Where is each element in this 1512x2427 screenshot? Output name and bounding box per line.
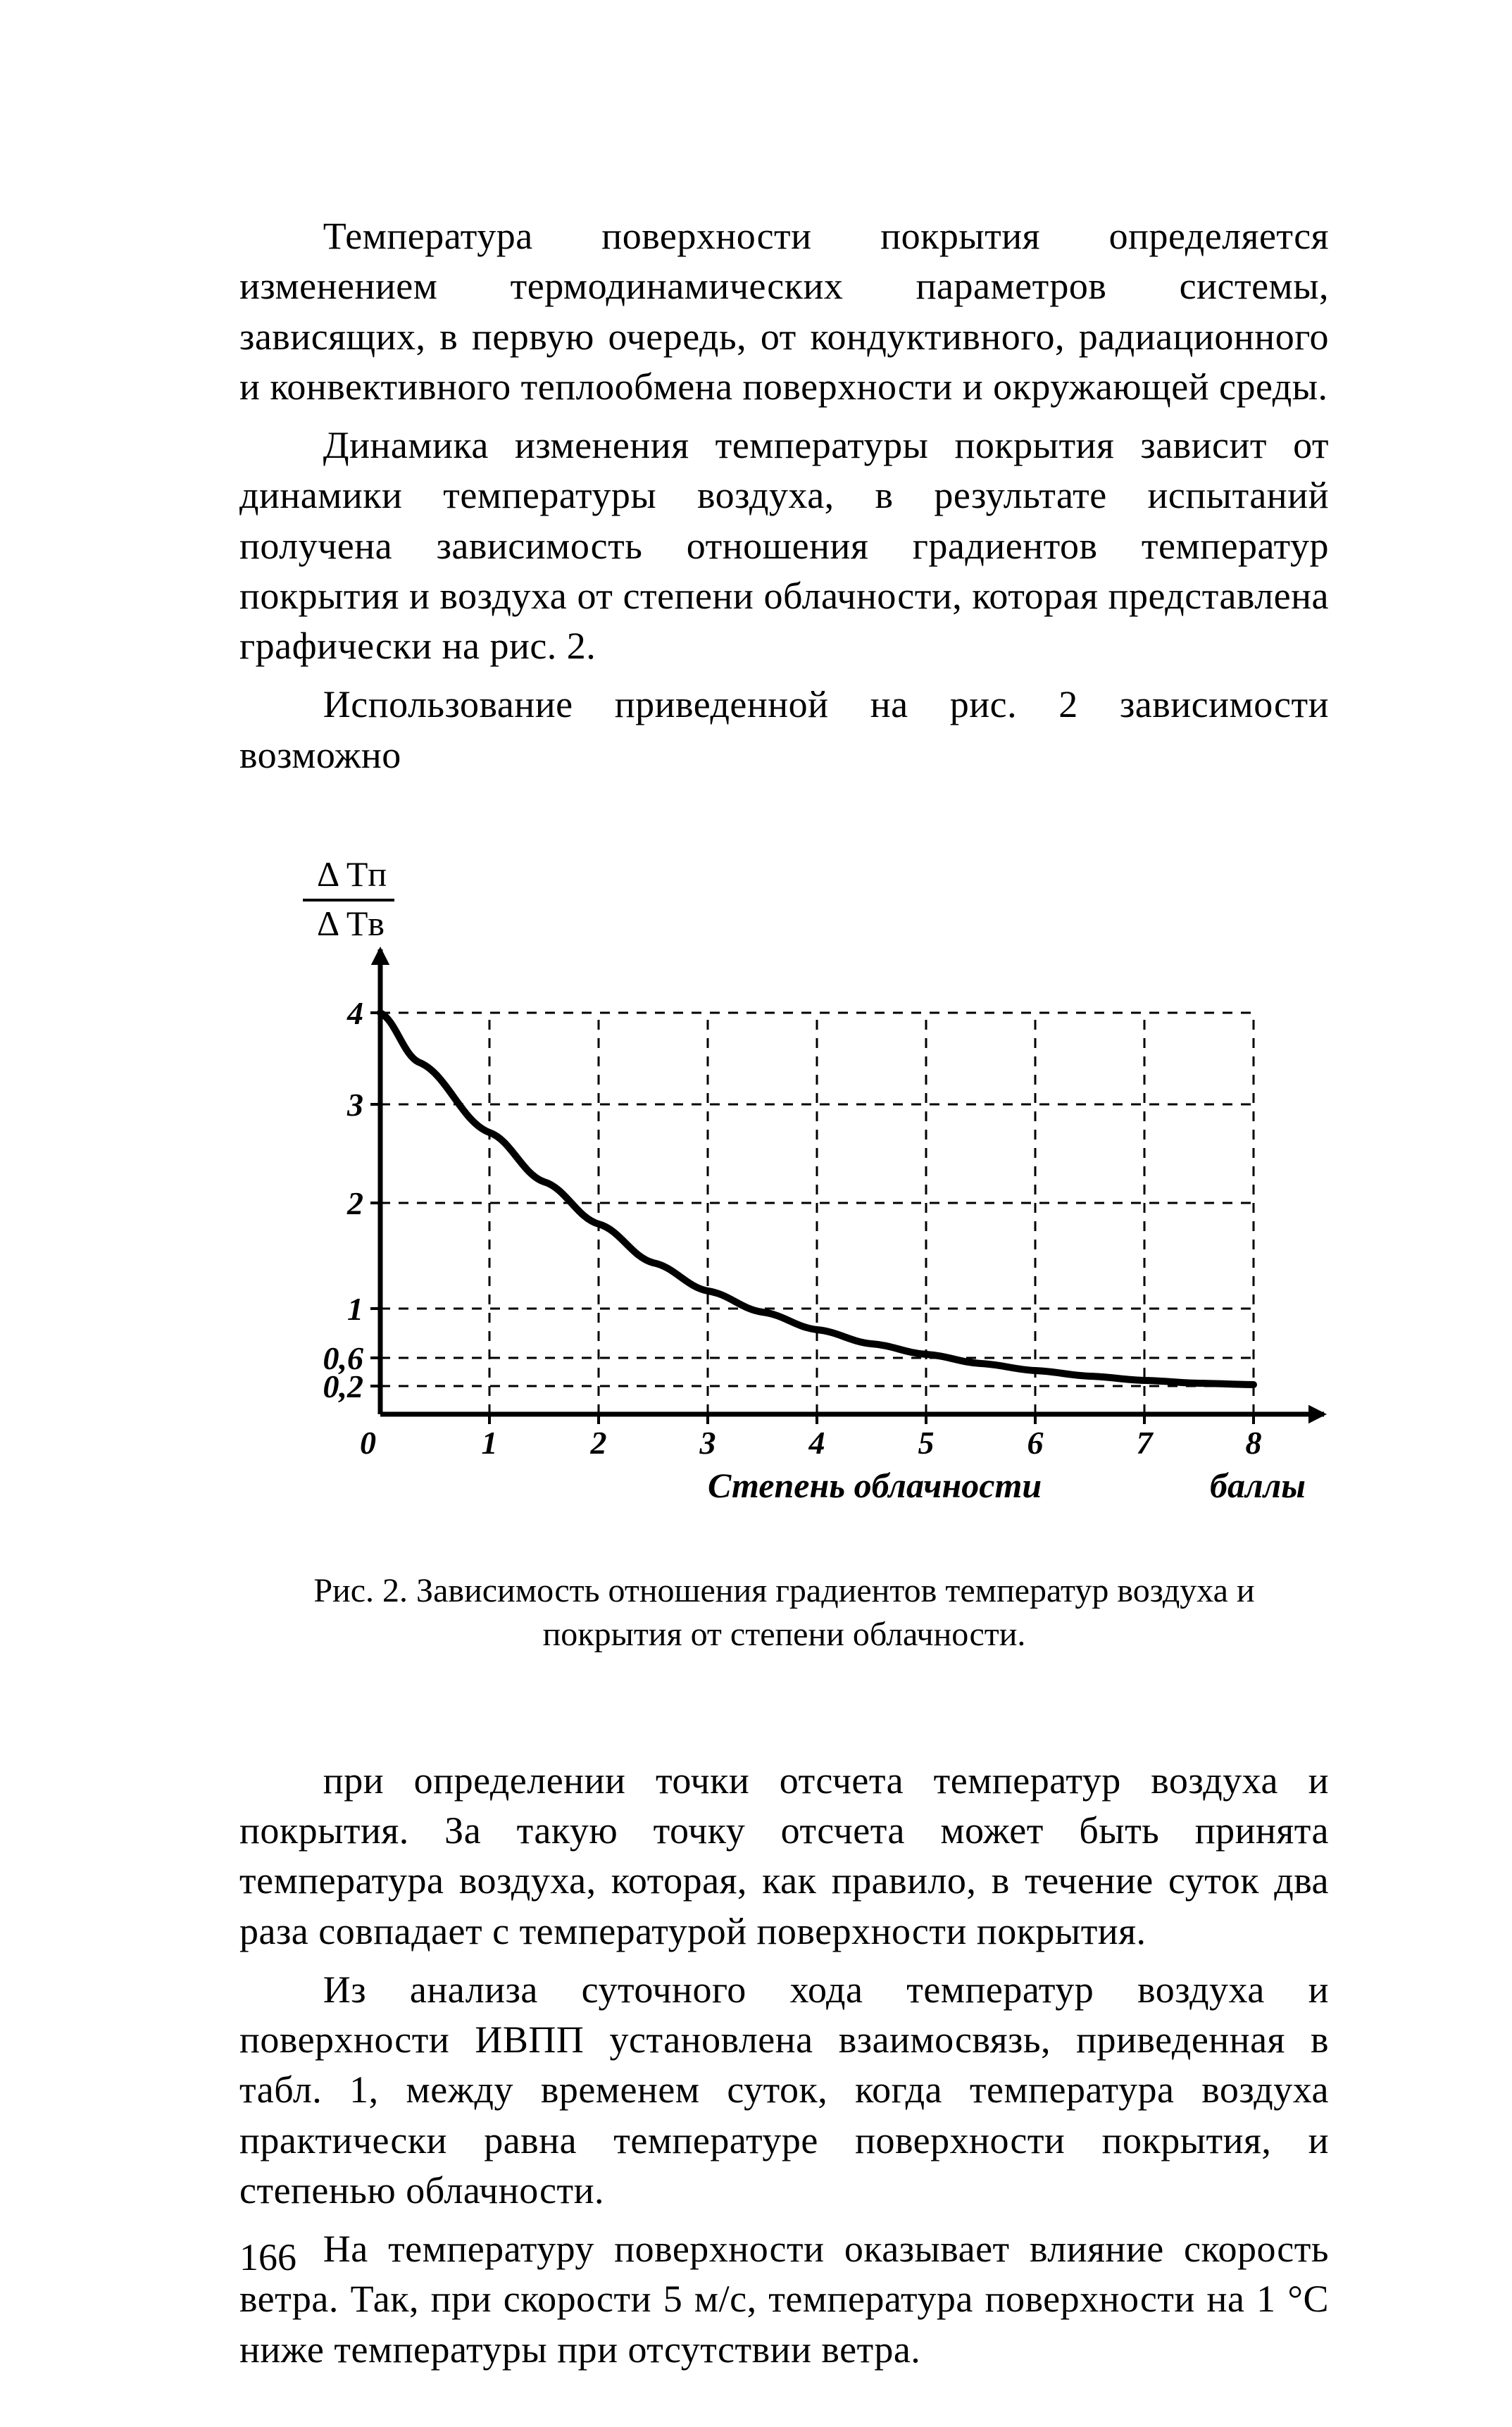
svg-text:Δ Tп: Δ Tп: [317, 854, 387, 894]
svg-text:3: 3: [699, 1425, 716, 1461]
paragraph-3: Использование приведенной на рис. 2 зави…: [239, 680, 1329, 780]
figure-caption: Рис. 2. Зависимость отношения градиентов…: [294, 1569, 1274, 1657]
svg-text:Степень облачности: Степень облачности: [708, 1466, 1042, 1505]
paragraph-4: при определении точки отсчета температур…: [239, 1756, 1329, 1957]
chart-svg: Δ Tп Δ Tв 0 1 2 3 4 5 6 7 8 Степень облачности баллы…: [239, 823, 1331, 1541]
svg-text:Δ Tв: Δ Tв: [317, 904, 385, 943]
svg-text:7: 7: [1137, 1425, 1154, 1461]
svg-text:0,6: 0,6: [323, 1340, 364, 1376]
page: Температура поверхности покрытия определ…: [0, 0, 1512, 2427]
page-number: 166: [239, 2235, 296, 2279]
paragraph-5: Из анализа суточного хода температур воз…: [239, 1965, 1329, 2216]
svg-text:баллы: баллы: [1210, 1466, 1306, 1505]
paragraph-1: Температура поверхности покрытия определ…: [239, 211, 1329, 412]
svg-text:2: 2: [590, 1425, 607, 1461]
svg-text:0: 0: [360, 1425, 376, 1461]
svg-text:3: 3: [346, 1087, 363, 1123]
paragraph-2: Динамика изменения температуры покрытия …: [239, 420, 1329, 671]
svg-text:6: 6: [1027, 1425, 1044, 1461]
svg-text:4: 4: [808, 1425, 825, 1461]
svg-text:5: 5: [918, 1425, 935, 1461]
svg-text:1: 1: [482, 1425, 498, 1461]
svg-text:1: 1: [347, 1291, 363, 1327]
paragraph-6: На температуру поверхности оказывает вли…: [239, 2224, 1329, 2375]
svg-text:8: 8: [1246, 1425, 1262, 1461]
svg-text:4: 4: [346, 995, 363, 1031]
svg-text:2: 2: [346, 1185, 363, 1221]
figure-2: Δ Tп Δ Tв 0 1 2 3 4 5 6 7 8 Степень облачности баллы…: [239, 823, 1329, 1657]
